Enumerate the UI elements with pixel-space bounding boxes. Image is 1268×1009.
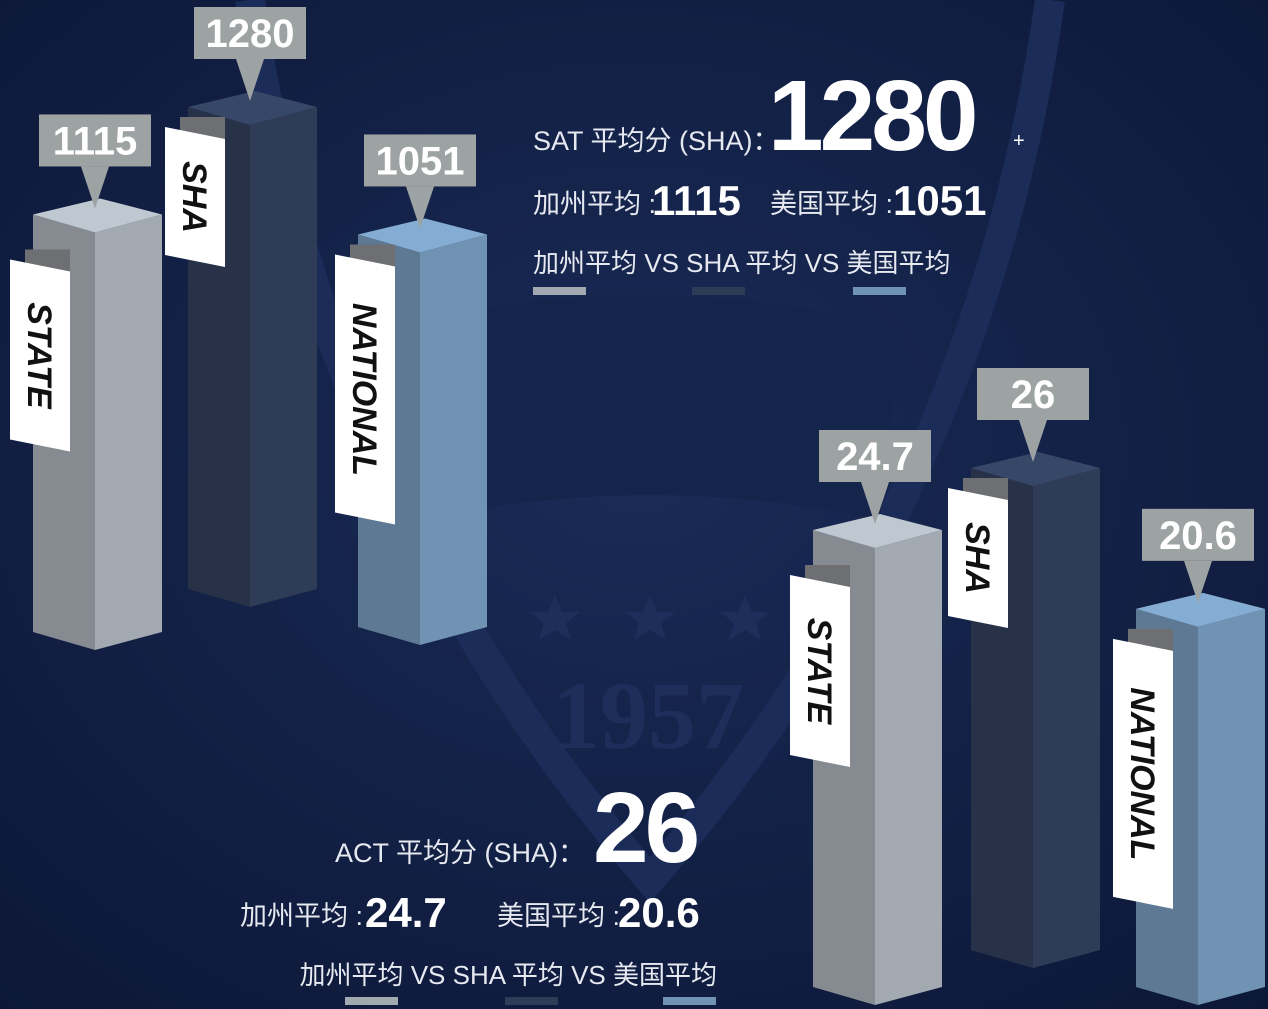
value-label: 20.6 xyxy=(1159,514,1237,558)
legend-swatch xyxy=(345,997,398,1005)
legend-swatch xyxy=(692,287,745,295)
category-label: STATE xyxy=(800,618,838,726)
category-label: NATIONAL xyxy=(1123,687,1161,860)
summary-label: 美国平均 : xyxy=(770,189,893,219)
legend-swatch xyxy=(663,997,716,1005)
legend-swatch xyxy=(853,287,906,295)
bar-right-face xyxy=(250,107,317,607)
legend-swatch xyxy=(533,287,586,295)
summary-label: 加州平均 : xyxy=(533,189,656,219)
watermark: 1957 xyxy=(552,662,744,769)
summary-value: 24.7 xyxy=(365,889,447,936)
summary-label: 美国平均 : xyxy=(497,901,620,931)
summary-label: 加州平均 : xyxy=(240,901,363,931)
value-label: 1115 xyxy=(53,119,138,163)
infographic: 1957 STATE 1115 SHA 1280 NATIONAL 1051 SAT 平均分… xyxy=(0,0,1268,1009)
bar-right-face xyxy=(1033,468,1100,968)
summary-value: 20.6 xyxy=(618,889,700,936)
value-label: 1280 xyxy=(206,12,295,56)
legend-text: 加州平均 VS SHA 平均 VS 美国平均 xyxy=(299,960,717,990)
category-label: NATIONAL xyxy=(345,303,383,476)
category-label: STATE xyxy=(20,302,58,410)
summary-value: 1115 xyxy=(652,177,741,224)
summary-big-value: 26 xyxy=(593,772,697,884)
category-label: SHA xyxy=(958,522,996,594)
bar-right-face xyxy=(875,530,942,1005)
value-label: 1051 xyxy=(376,139,465,183)
summary-title: SAT 平均分 (SHA)： xyxy=(533,126,780,156)
value-label: 26 xyxy=(1011,373,1056,417)
summary-suffix: + xyxy=(1013,130,1025,152)
bar-right-face xyxy=(95,214,162,650)
legend-swatch xyxy=(505,997,558,1005)
category-label: SHA xyxy=(175,161,213,233)
summary-title: ACT 平均分 (SHA)： xyxy=(335,838,585,868)
bar-right-face xyxy=(1198,609,1265,1005)
summary-value: 1051 xyxy=(893,177,986,224)
bar-right-face xyxy=(420,234,487,645)
value-label: 24.7 xyxy=(836,435,914,479)
legend-text: 加州平均 VS SHA 平均 VS 美国平均 xyxy=(533,248,951,278)
summary-big-value: 1280 xyxy=(768,60,975,172)
